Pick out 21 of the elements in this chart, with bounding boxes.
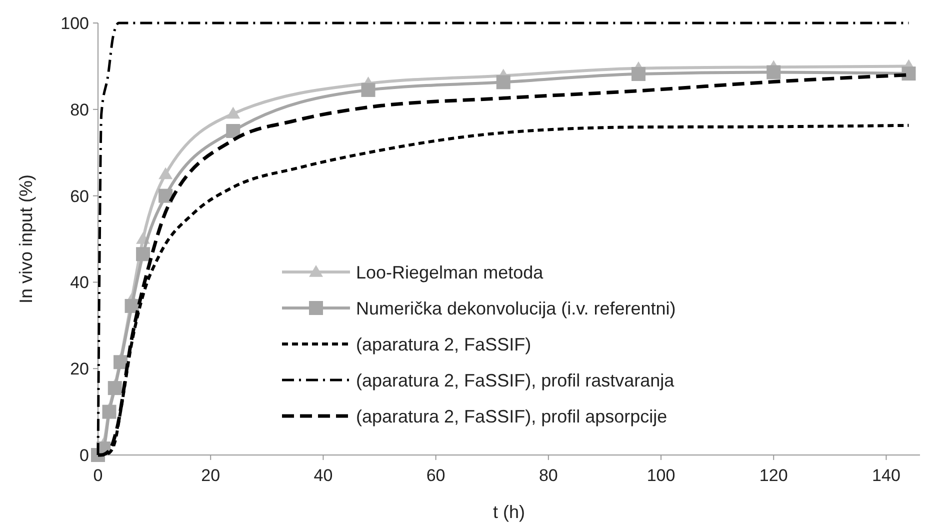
x-tick-label: 40 [314,466,333,485]
x-axis-title: t (h) [492,502,526,522]
legend-label: (aparatura 2, FaSSIF), profil apsorpcije [356,406,668,426]
x-tick-label: 20 [201,466,220,485]
legend-label: (aparatura 2, FaSSIF) [356,334,532,354]
y-tick-label: 60 [70,186,89,206]
y-axis-title: In vivo input (%) [16,174,36,304]
y-tick-label: 80 [70,100,89,120]
legend-label: Numerička dekonvolucija (i.v. referentni) [356,298,676,318]
x-tick-label: 120 [759,466,788,485]
y-tick-label: 40 [70,273,89,292]
y-tick-label: 100 [60,14,89,33]
y-tick-label: 0 [80,446,89,465]
x-tick-label: 140 [872,466,900,485]
x-tick-label: 100 [646,466,676,485]
y-tick-label: 20 [70,360,89,379]
legend-label: Loo-Riegelman metoda [356,262,544,282]
x-tick-label: 60 [426,466,446,485]
x-tick-label: 0 [93,466,103,485]
legend-label: (aparatura 2, FaSSIF), profil rastvaranja [356,370,676,390]
x-tick-label: 80 [538,466,558,485]
